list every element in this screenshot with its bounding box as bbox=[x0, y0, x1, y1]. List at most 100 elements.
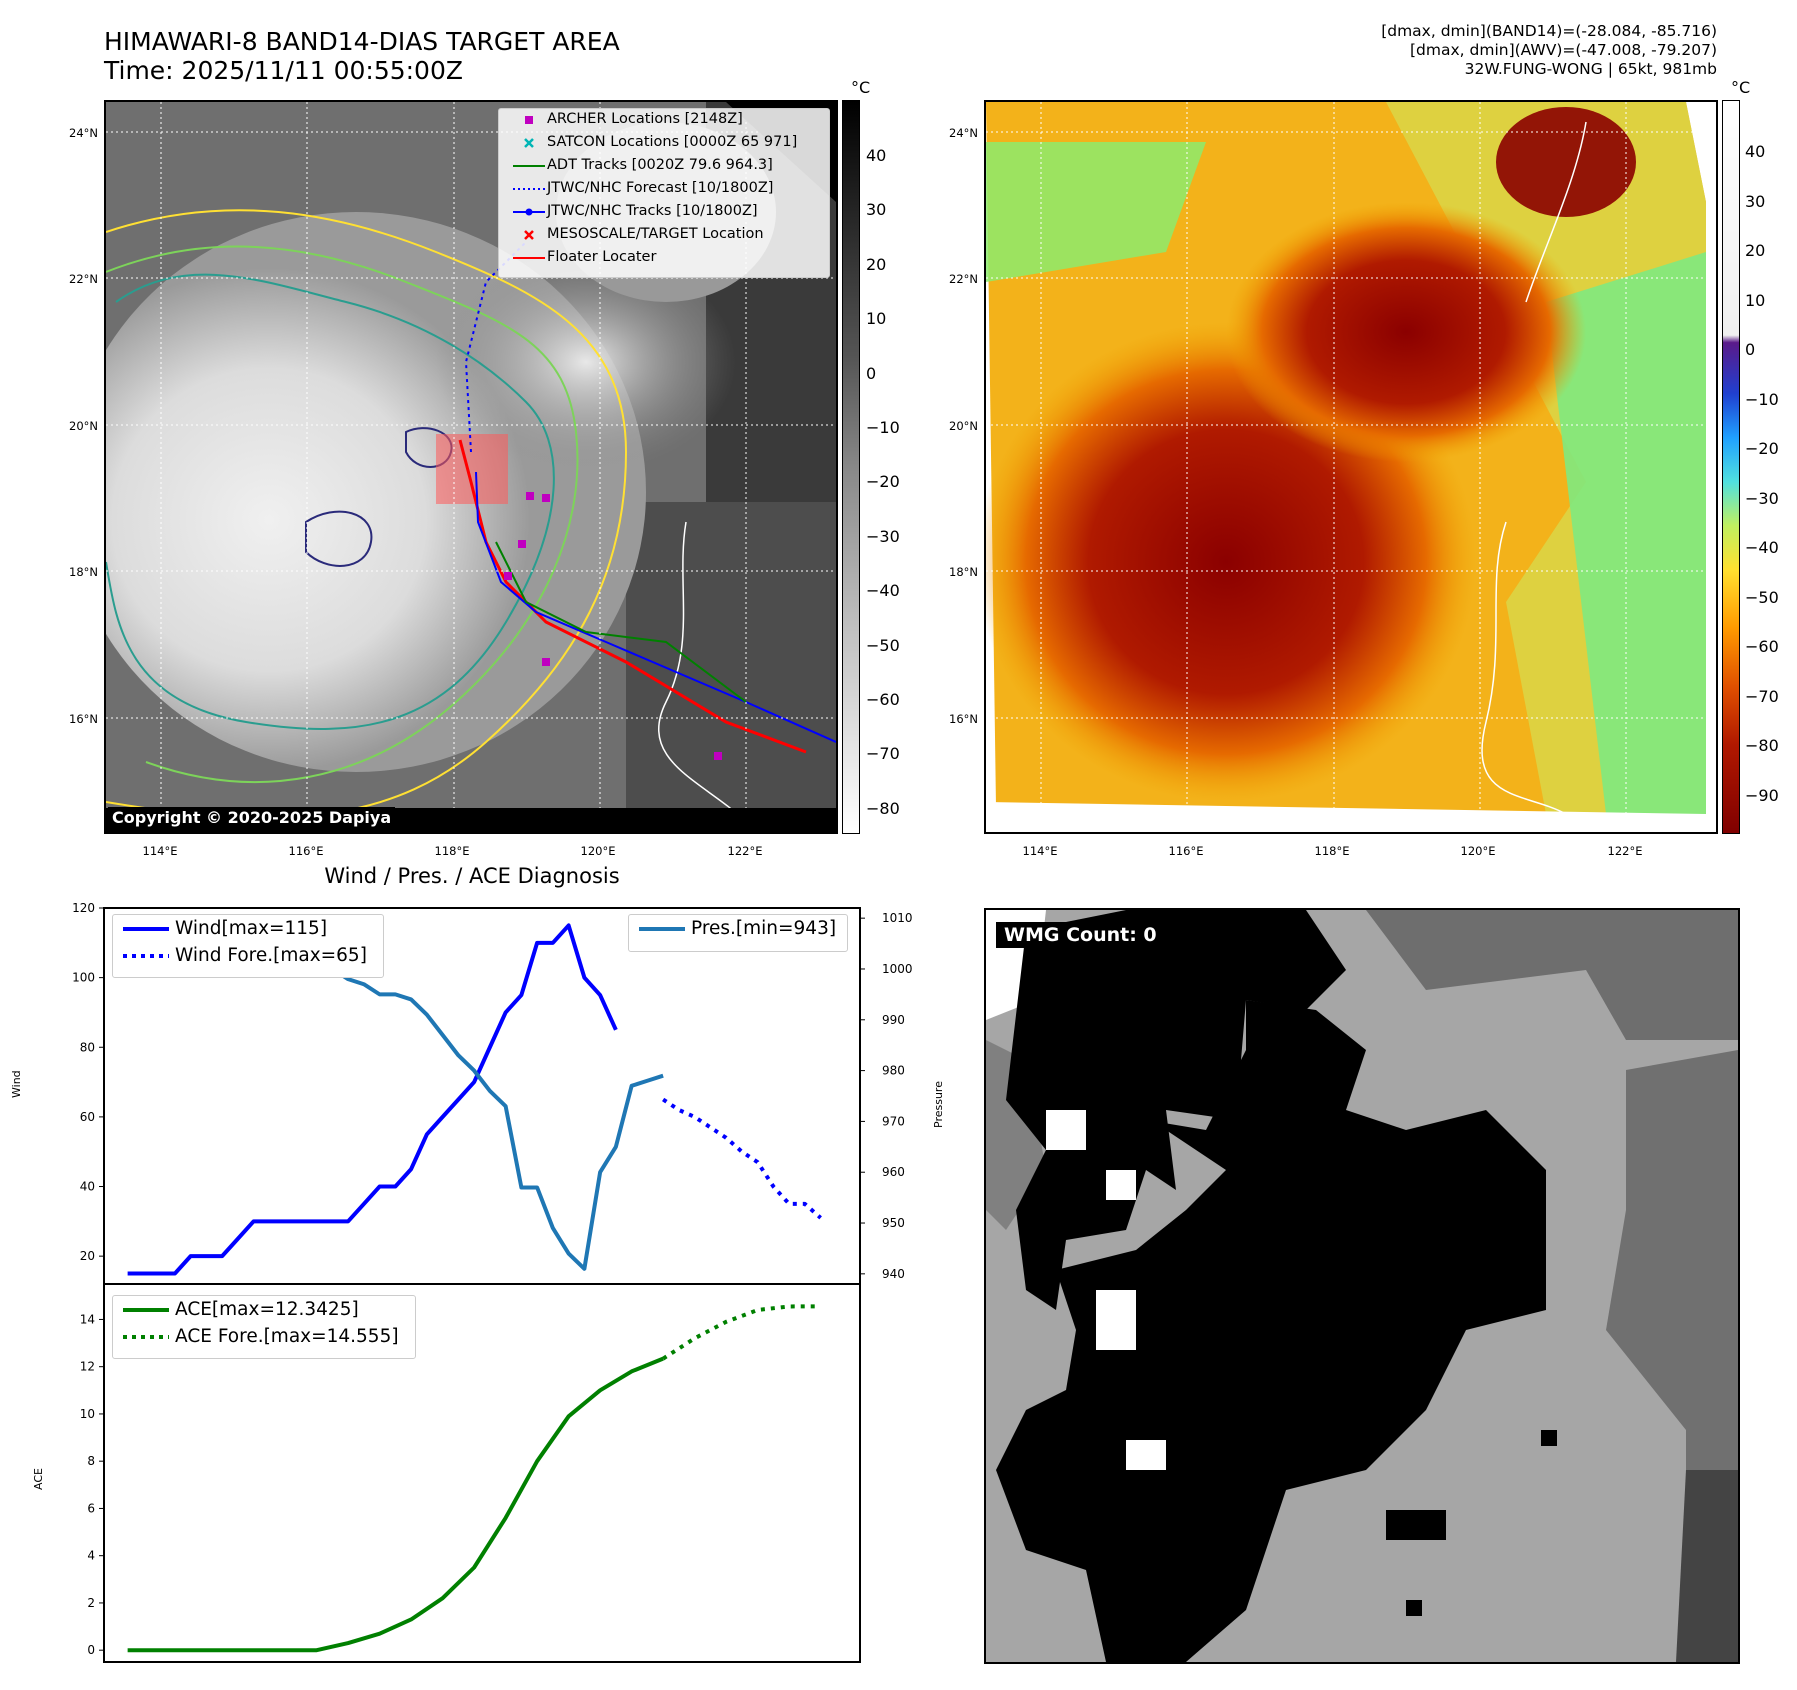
color-lat-label: 22°N bbox=[949, 272, 978, 286]
pressure-ytick-label: 960 bbox=[882, 1165, 905, 1179]
wmg-panel: WMG Count: 0 bbox=[984, 908, 1740, 1664]
ir-lon-label: 118°E bbox=[434, 844, 470, 858]
ace-ytick-label: 10 bbox=[80, 1407, 95, 1421]
color-lat-label: 20°N bbox=[949, 419, 978, 433]
ir-lon-label: 120°E bbox=[580, 844, 616, 858]
legend-adt-label: ADT Tracks [0020Z 79.6 964.3] bbox=[547, 157, 773, 173]
ir-colorbar-tick: 0 bbox=[866, 363, 877, 383]
title-line-2: Time: 2025/11/11 00:55:00Z bbox=[104, 56, 463, 85]
legend-jtwc-tracks: JTWC/NHC Tracks [10/1800Z] bbox=[499, 201, 829, 224]
square-marker-icon bbox=[525, 116, 533, 124]
legend-ace-fore-label: ACE Fore.[max=14.555] bbox=[175, 1326, 399, 1347]
legend-wind: Wind[max=115] bbox=[113, 915, 383, 942]
ir-colorbar-tick: −50 bbox=[866, 635, 900, 655]
legend-archer: ARCHER Locations [2148Z] bbox=[499, 109, 829, 132]
ace-ylabel: ACE bbox=[32, 1468, 45, 1490]
legend-wind-label: Wind[max=115] bbox=[175, 918, 328, 939]
dotted-line-icon bbox=[123, 954, 169, 958]
ace-ytick-label: 0 bbox=[87, 1643, 95, 1657]
legend-wind-fore: Wind Fore.[max=65] bbox=[113, 942, 383, 969]
legend-mesoscale: MESOSCALE/TARGET Location bbox=[499, 224, 829, 247]
ir-colorbar-tick: 20 bbox=[866, 254, 887, 274]
stats-line-3: 32W.FUNG-WONG | 65kt, 981mb bbox=[1464, 60, 1717, 78]
solid-line-icon bbox=[639, 927, 685, 931]
ir-colorbar-tick: 10 bbox=[866, 309, 887, 329]
main-title: HIMAWARI-8 BAND14-DIAS TARGET AREA Time:… bbox=[104, 27, 620, 85]
wind-ytick-label: 20 bbox=[80, 1249, 95, 1263]
ace-ytick-label: 6 bbox=[87, 1501, 95, 1515]
legend-jtwc-forecast: JTWC/NHC Forecast [10/1800Z] bbox=[499, 178, 829, 201]
pressure-ytick-label: 970 bbox=[882, 1114, 905, 1128]
color-colorbar-tick: 0 bbox=[1745, 340, 1756, 359]
pressure-legend: Pres.[min=943] bbox=[628, 914, 848, 952]
series-line bbox=[127, 1356, 664, 1653]
x-marker-icon bbox=[524, 230, 534, 240]
map-legend: ARCHER Locations [2148Z] SATCON Location… bbox=[498, 108, 830, 278]
legend-satcon-label: SATCON Locations [0000Z 65 971] bbox=[547, 134, 798, 150]
wind-ylabel: Wind bbox=[10, 1070, 23, 1098]
color-colorbar-tick: −50 bbox=[1745, 587, 1779, 607]
wind-legend: Wind[max=115] Wind Fore.[max=65] bbox=[112, 914, 384, 978]
ir-colorbar-tick: −70 bbox=[866, 744, 900, 764]
color-map-image bbox=[986, 102, 1716, 832]
legend-mesoscale-label: MESOSCALE/TARGET Location bbox=[547, 226, 764, 242]
color-map-panel bbox=[984, 100, 1718, 834]
ace-ytick-label: 8 bbox=[87, 1454, 95, 1468]
ir-colorbar-tick: −20 bbox=[866, 472, 900, 492]
color-colorbar-tick: −30 bbox=[1745, 488, 1779, 508]
color-lat-label: 24°N bbox=[949, 126, 978, 140]
ir-lat-label: 16°N bbox=[69, 712, 98, 726]
color-lon-label: 114°E bbox=[1022, 844, 1058, 858]
color-colorbar-tick: −10 bbox=[1745, 389, 1779, 409]
ir-lat-label: 18°N bbox=[69, 565, 98, 579]
color-lon-label: 118°E bbox=[1314, 844, 1350, 858]
pressure-ytick-label: 980 bbox=[882, 1064, 905, 1078]
ir-colorbar-tick: 40 bbox=[866, 146, 887, 165]
color-colorbar-tick: −90 bbox=[1745, 785, 1779, 805]
color-colorbar-unit: °C bbox=[1731, 78, 1751, 97]
pressure-ytick-label: 950 bbox=[882, 1216, 905, 1230]
ace-ytick-label: 2 bbox=[87, 1596, 95, 1610]
line-marker-icon bbox=[513, 257, 545, 259]
ace-legend: ACE[max=12.3425] ACE Fore.[max=14.555] bbox=[112, 1295, 416, 1359]
color-lat-label: 16°N bbox=[949, 712, 978, 726]
line-dot-icon bbox=[513, 208, 545, 216]
legend-wind-fore-label: Wind Fore.[max=65] bbox=[175, 945, 367, 966]
legend-ace-fore: ACE Fore.[max=14.555] bbox=[113, 1323, 415, 1350]
stats-line-2: [dmax, dmin](AWV)=(-47.008, -79.207) bbox=[1410, 41, 1717, 59]
ir-lon-label: 122°E bbox=[727, 844, 763, 858]
color-colorbar bbox=[1722, 100, 1740, 834]
ir-colorbar bbox=[842, 100, 860, 834]
x-marker-icon bbox=[524, 138, 534, 148]
color-lon-label: 116°E bbox=[1168, 844, 1204, 858]
color-colorbar-tick: 40 bbox=[1745, 142, 1766, 161]
legend-pressure-label: Pres.[min=943] bbox=[691, 918, 837, 939]
ir-lon-label: 116°E bbox=[288, 844, 324, 858]
legend-archer-label: ARCHER Locations [2148Z] bbox=[547, 111, 743, 127]
solid-line-icon bbox=[123, 1308, 169, 1312]
pressure-ytick-label: 1000 bbox=[882, 962, 913, 976]
ir-colorbar-tick: −10 bbox=[866, 418, 900, 437]
color-lon-label: 120°E bbox=[1460, 844, 1496, 858]
ir-colorbar-tick: 30 bbox=[866, 200, 887, 220]
legend-jtwc-tracks-label: JTWC/NHC Tracks [10/1800Z] bbox=[547, 203, 758, 219]
ace-ytick-label: 14 bbox=[80, 1312, 95, 1326]
dotted-line-icon bbox=[123, 1335, 169, 1339]
color-colorbar-tick: 20 bbox=[1745, 241, 1766, 260]
diagnosis-chart-title: Wind / Pres. / ACE Diagnosis bbox=[324, 864, 620, 888]
stats-block: [dmax, dmin](BAND14)=(-28.084, -85.716) … bbox=[1381, 22, 1717, 79]
wind-ytick-label: 80 bbox=[80, 1040, 95, 1054]
wind-ytick-label: 100 bbox=[72, 971, 95, 985]
copyright-label: Copyright © 2020-2025 Dapiya bbox=[108, 807, 396, 828]
ir-colorbar-tick: −60 bbox=[866, 690, 900, 709]
pressure-ytick-label: 1010 bbox=[882, 911, 913, 925]
legend-ace: ACE[max=12.3425] bbox=[113, 1296, 415, 1323]
ace-ytick-label: 4 bbox=[87, 1549, 95, 1563]
line-marker-icon bbox=[513, 165, 545, 167]
ir-colorbar-unit: °C bbox=[851, 78, 871, 97]
ace-ytick-label: 12 bbox=[80, 1360, 95, 1374]
legend-pressure: Pres.[min=943] bbox=[629, 915, 847, 942]
legend-jtwc-forecast-label: JTWC/NHC Forecast [10/1800Z] bbox=[547, 180, 774, 196]
pressure-ytick-label: 990 bbox=[882, 1013, 905, 1027]
ir-lat-label: 20°N bbox=[69, 419, 98, 433]
